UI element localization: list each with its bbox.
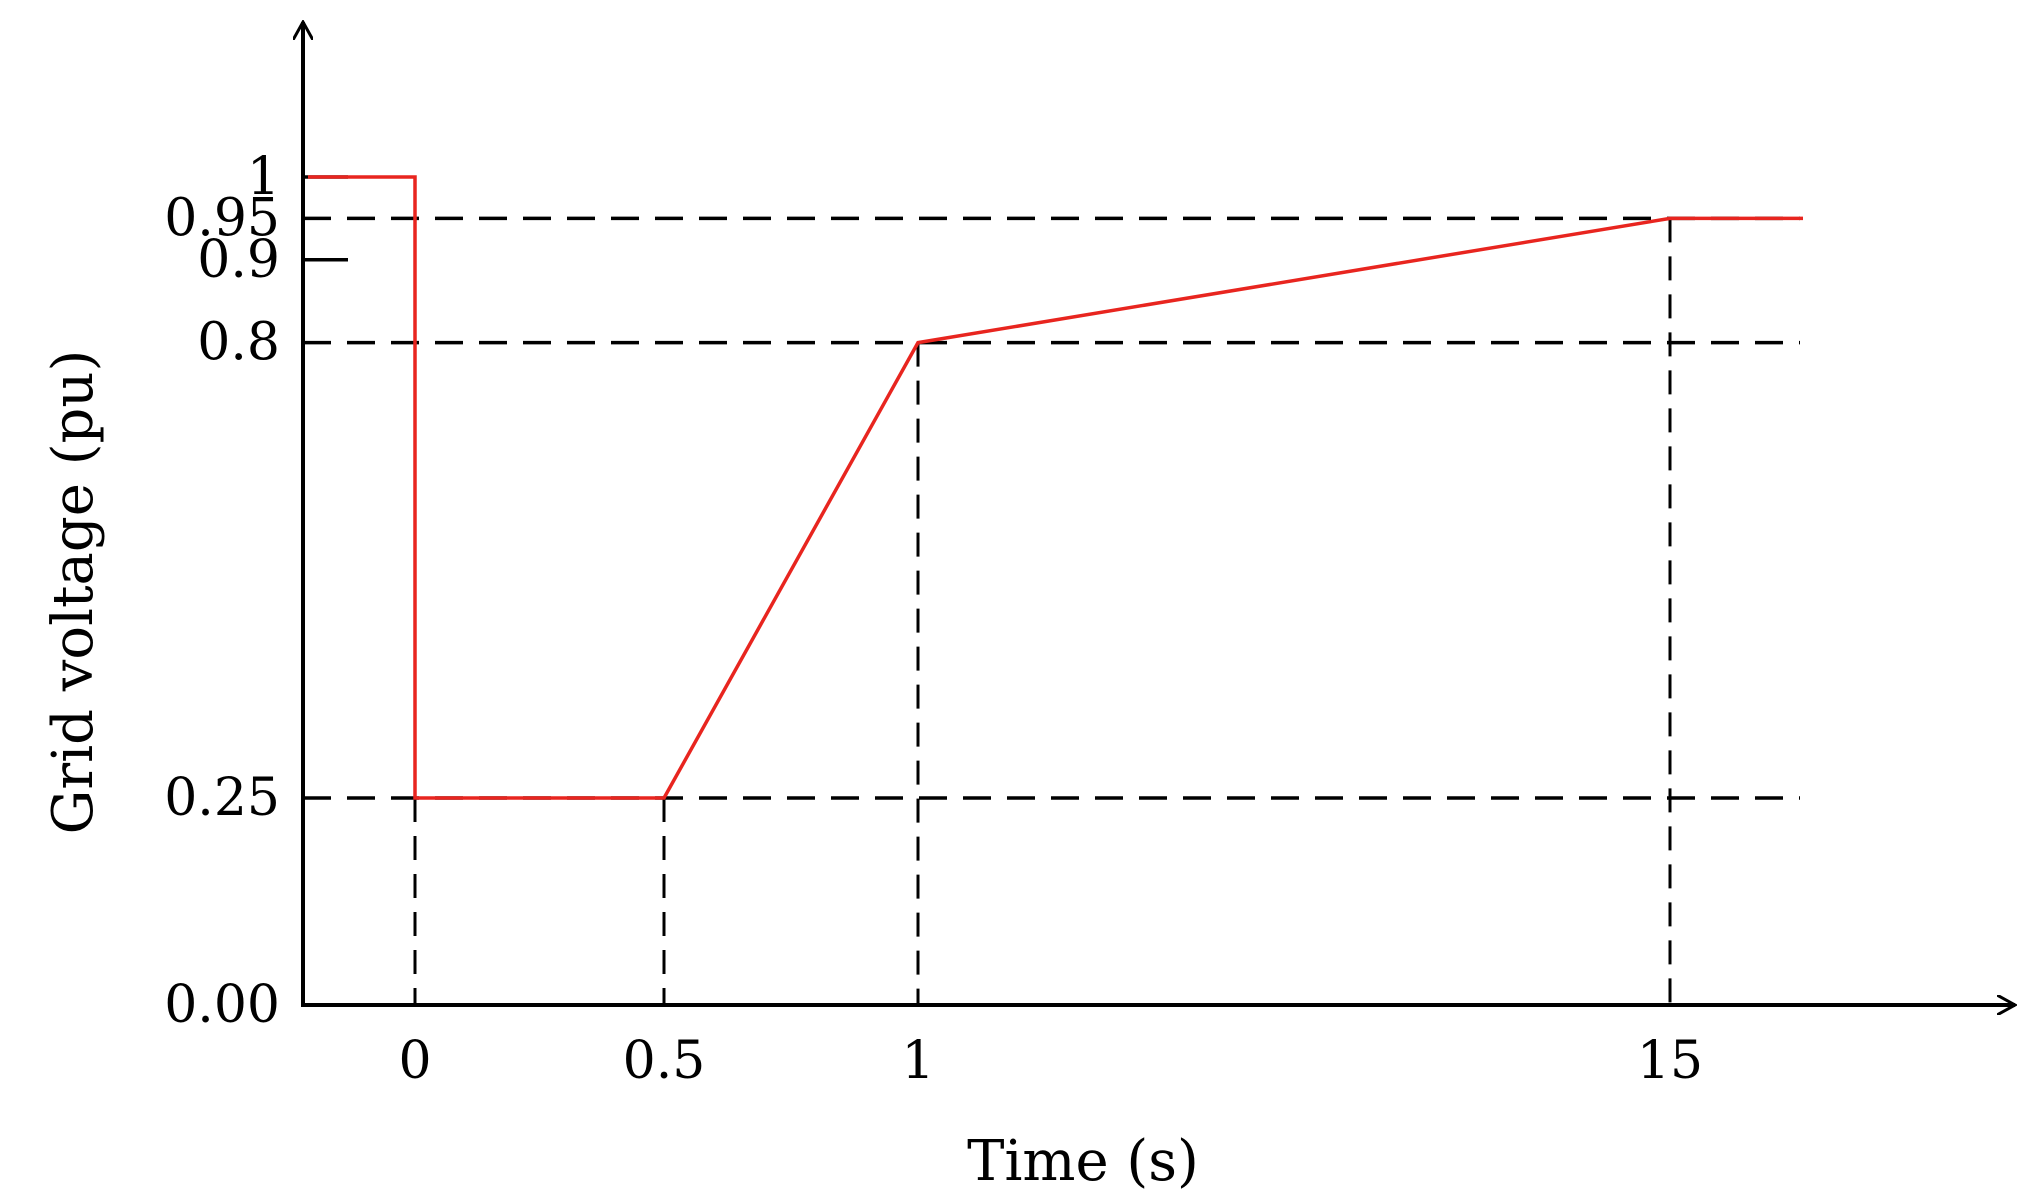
y-axis-title: Grid voltage (pu): [41, 350, 106, 835]
y-tick-label: 0.8: [197, 313, 280, 373]
x-tick-label: 0.5: [623, 1031, 706, 1091]
y-tick-label: 0.95: [164, 188, 280, 248]
x-tick-labels: 0 0.5 1 15: [398, 1031, 1703, 1091]
x-tick-label: 1: [901, 1031, 934, 1091]
y-tick-label: 0.25: [164, 768, 280, 828]
x-tick-label: 15: [1637, 1031, 1703, 1091]
reference-lines: [303, 216, 1800, 1005]
x-tick-label: 0: [398, 1031, 431, 1091]
y-tick-label: 1: [247, 147, 280, 207]
y-tick-labels: 0.00 0.25 0.8 0.90.951: [164, 147, 280, 1035]
series-line-0: [308, 175, 1803, 800]
y-tick-label: 0.9: [197, 230, 280, 290]
series-group: [308, 175, 1803, 800]
y-tick-label: 0.00: [164, 975, 280, 1035]
x-axis-title: Time (s): [967, 1129, 1199, 1194]
